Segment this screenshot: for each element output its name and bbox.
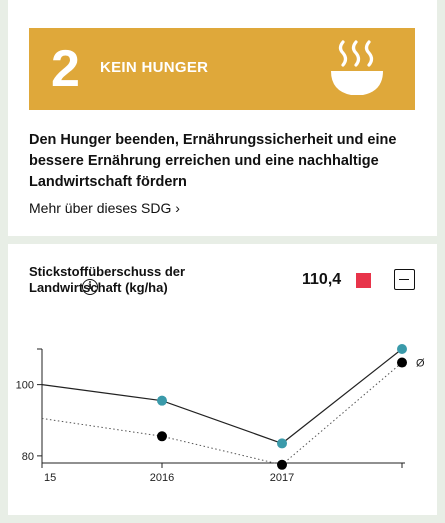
sdg-description: Den Hunger beenden, Ernährungssicherheit… <box>29 132 397 190</box>
data-point-actual <box>157 395 167 406</box>
collapse-button[interactable] <box>394 269 415 290</box>
average-label: Ø <box>416 358 425 370</box>
series-line-actual <box>41 348 403 445</box>
x-tick-label: 15 <box>44 472 56 484</box>
sdg-title: KEIN HUNGER <box>100 59 209 76</box>
data-point-actual <box>397 344 407 354</box>
data-point-average <box>277 459 287 470</box>
chart-marks <box>157 344 407 470</box>
x-tick-label: 2017 <box>270 472 294 484</box>
chart-axes <box>37 348 405 468</box>
indicator-card <box>8 244 437 515</box>
chart-tick-labels: 80 100 15 2016 2017 Ø <box>16 358 425 484</box>
series-line-average <box>41 362 403 466</box>
data-point-average <box>157 431 167 442</box>
chart-series <box>41 348 403 466</box>
y-tick-label: 100 <box>16 380 34 392</box>
data-point-actual <box>277 438 287 449</box>
sdg-number: 2 <box>51 40 80 98</box>
sdg-banner: 2 KEIN HUNGER <box>29 28 415 110</box>
status-indicator <box>356 273 371 288</box>
indicator-value: 110,4 <box>302 271 342 288</box>
x-tick-label: 2016 <box>150 472 174 484</box>
y-tick-label: 80 <box>22 451 34 463</box>
info-icon[interactable]: i <box>82 279 98 295</box>
indicator-title: Stickstoffüberschuss der Landwirtschaft … <box>29 264 186 295</box>
more-about-sdg-link[interactable]: Mehr über dieses SDG › <box>29 200 180 216</box>
bowl-icon <box>331 40 383 95</box>
data-point-average <box>397 357 407 368</box>
